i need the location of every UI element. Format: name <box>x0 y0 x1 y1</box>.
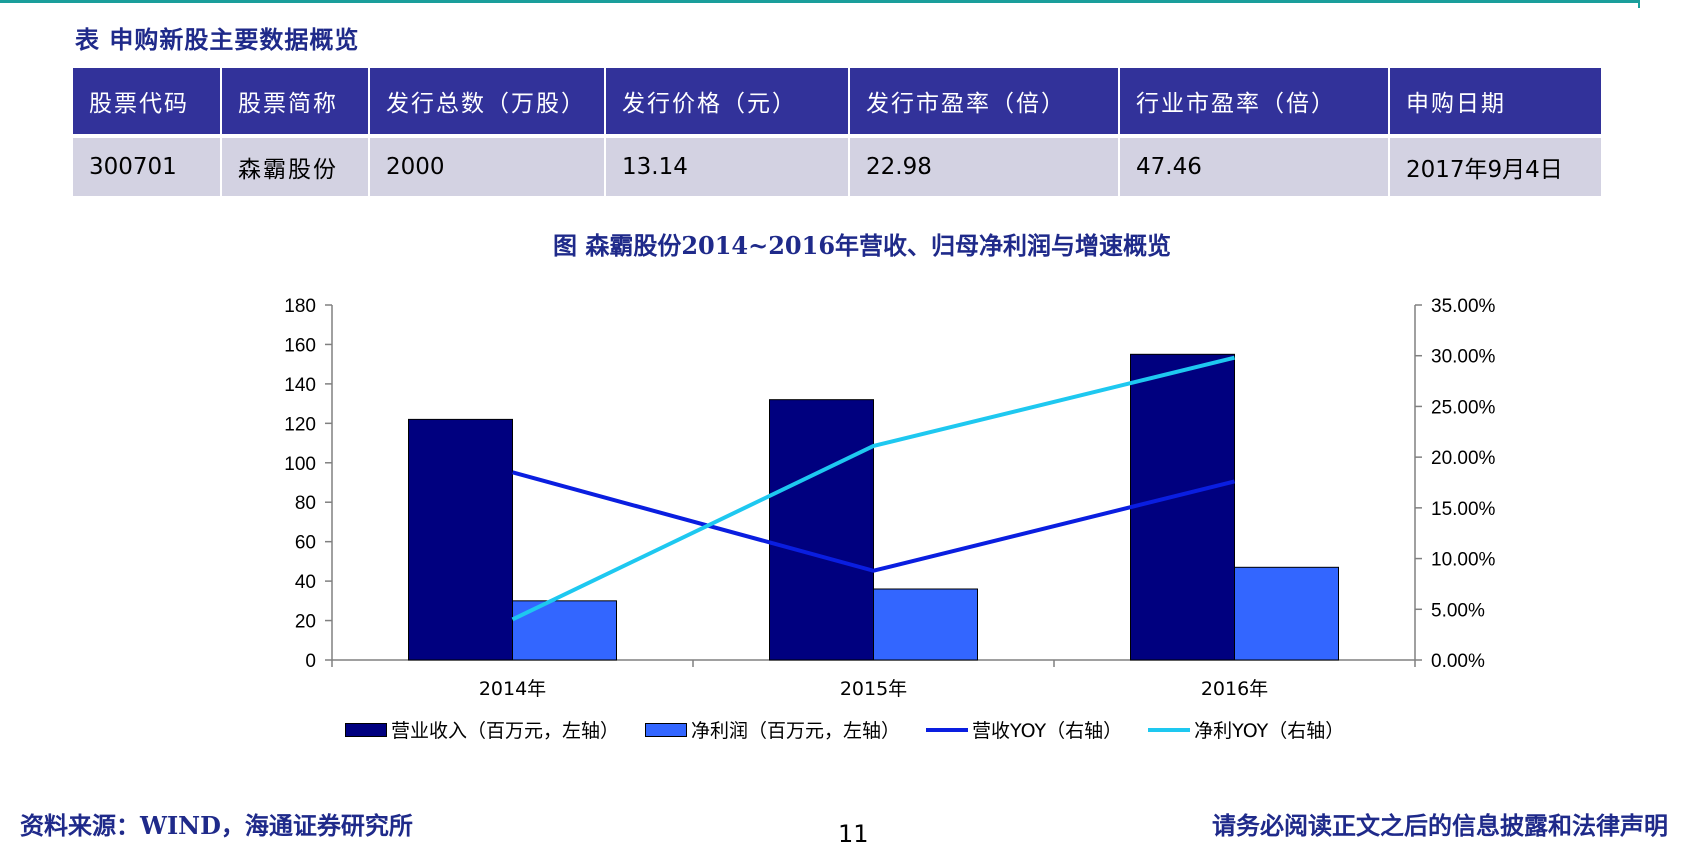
table-row: 300701 森霸股份 2000 13.14 22.98 47.46 2017年… <box>73 136 1601 196</box>
legend-swatch-profit-yoy <box>1148 728 1190 732</box>
legend-swatch-revenue-yoy <box>926 728 968 732</box>
revenue-bar <box>770 400 874 660</box>
legend-item-profit-yoy: 净利YOY（右轴） <box>1148 716 1344 743</box>
y-left-tick-label: 60 <box>295 533 316 554</box>
y-right-tick-label: 20.00% <box>1431 448 1496 469</box>
y-right-tick-label: 30.00% <box>1431 347 1496 368</box>
header-subscribe-date: 申购日期 <box>1389 68 1601 136</box>
y-left-tick-label: 20 <box>295 612 316 633</box>
y-left-tick-label: 120 <box>284 414 316 435</box>
y-right-tick-label: 35.00% <box>1431 296 1496 317</box>
ipo-data-table: 股票代码 股票简称 发行总数（万股） 发行价格（元） 发行市盈率（倍） 行业市盈… <box>73 68 1601 196</box>
y-left-tick-label: 100 <box>284 454 316 475</box>
cell-subscribe-date: 2017年9月4日 <box>1389 136 1601 196</box>
legend-item-revenue-yoy: 营收YOY（右轴） <box>926 716 1122 743</box>
table-title: 表 申购新股主要数据概览 <box>75 20 359 55</box>
y-left-tick-label: 160 <box>284 335 316 356</box>
cell-stock-code: 300701 <box>73 136 221 196</box>
header-issue-price: 发行价格（元） <box>605 68 849 136</box>
cell-industry-pe: 47.46 <box>1119 136 1389 196</box>
cell-issue-price: 13.14 <box>605 136 849 196</box>
y-left-tick-label: 80 <box>295 493 316 514</box>
legend-label-revenue: 营业收入（百万元，左轴） <box>391 716 619 743</box>
cell-stock-name: 森霸股份 <box>221 136 369 196</box>
x-tick-label: 2016年 <box>1201 678 1268 700</box>
net-profit-bar <box>513 601 617 660</box>
x-tick-label: 2015年 <box>840 678 907 700</box>
legend-swatch-net-profit <box>645 723 687 737</box>
y-left-tick-label: 40 <box>295 572 316 593</box>
top-rule-end <box>1638 0 1640 8</box>
legend-label-net-profit: 净利润（百万元，左轴） <box>691 716 900 743</box>
y-right-tick-label: 15.00% <box>1431 499 1496 520</box>
top-rule <box>0 0 1640 3</box>
footer-page-number: 11 <box>838 820 869 848</box>
y-left-tick-label: 180 <box>284 296 316 317</box>
footer-source: 资料来源：WIND，海通证券研究所 <box>20 806 413 841</box>
legend-label-revenue-yoy: 营收YOY（右轴） <box>972 716 1122 743</box>
legend-item-revenue: 营业收入（百万元，左轴） <box>345 716 619 743</box>
chart-legend: 营业收入（百万元，左轴） 净利润（百万元，左轴） 营收YOY（右轴） 净利YOY… <box>345 716 1370 743</box>
y-right-tick-label: 25.00% <box>1431 397 1496 418</box>
header-issue-shares: 发行总数（万股） <box>369 68 605 136</box>
cell-issue-shares: 2000 <box>369 136 605 196</box>
x-tick-label: 2014年 <box>479 678 546 700</box>
cell-issue-pe: 22.98 <box>849 136 1119 196</box>
y-right-tick-label: 0.00% <box>1431 651 1485 672</box>
revenue-bar <box>409 419 513 660</box>
legend-item-net-profit: 净利润（百万元，左轴） <box>645 716 900 743</box>
revenue-profit-chart: 0 20 40 60 80 100 120 140 160 180 0.00% 5.00% 10.00%… <box>0 280 1684 700</box>
header-stock-code: 股票代码 <box>73 68 221 136</box>
y-right-tick-label: 5.00% <box>1431 600 1485 621</box>
legend-label-profit-yoy: 净利YOY（右轴） <box>1194 716 1344 743</box>
chart-title: 图 森霸股份2014~2016年营收、归母净利润与增速概览 <box>0 226 1684 261</box>
legend-swatch-revenue <box>345 723 387 737</box>
revenue-bar <box>1131 354 1235 660</box>
header-stock-name: 股票简称 <box>221 68 369 136</box>
net-profit-bar <box>1235 567 1339 660</box>
footer-disclaimer: 请务必阅读正文之后的信息披露和法律声明 <box>1212 806 1668 841</box>
header-issue-pe: 发行市盈率（倍） <box>849 68 1119 136</box>
y-right-tick-label: 10.00% <box>1431 550 1496 571</box>
header-industry-pe: 行业市盈率（倍） <box>1119 68 1389 136</box>
y-left-tick-label: 140 <box>284 375 316 396</box>
net-profit-bar <box>874 589 978 660</box>
table-header-row: 股票代码 股票简称 发行总数（万股） 发行价格（元） 发行市盈率（倍） 行业市盈… <box>73 68 1601 136</box>
y-left-tick-label: 0 <box>305 651 316 672</box>
